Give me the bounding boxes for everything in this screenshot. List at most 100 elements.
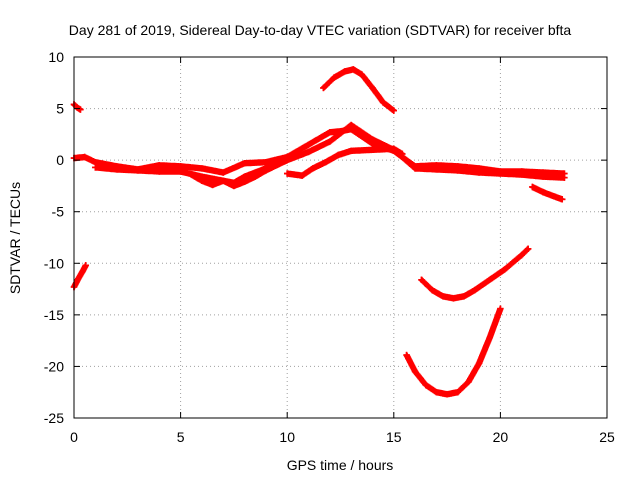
x-tick-label: 0 <box>70 429 78 445</box>
data-point <box>369 136 376 143</box>
data-point <box>198 177 206 184</box>
series-markers <box>320 66 397 114</box>
plot-frame <box>73 56 608 419</box>
series-lower-dip-band <box>188 156 291 190</box>
data-point <box>460 293 468 300</box>
series-early-positive <box>70 101 84 113</box>
data-point <box>92 164 99 171</box>
data-point <box>561 174 568 181</box>
data-point <box>75 275 82 282</box>
data-point <box>347 121 355 129</box>
grid-layer <box>74 57 607 418</box>
data-layer <box>70 66 568 398</box>
data-point <box>309 165 316 172</box>
data-point <box>497 305 504 312</box>
data-point <box>220 169 227 176</box>
series-arc-minus-13 <box>418 245 532 302</box>
data-point <box>399 150 406 158</box>
data-point <box>330 74 338 81</box>
data-point <box>390 145 397 152</box>
data-point <box>497 170 504 177</box>
data-point <box>305 141 312 148</box>
data-point <box>550 193 557 200</box>
data-point <box>262 159 270 166</box>
data-point <box>326 129 334 136</box>
data-point <box>433 389 440 396</box>
series-markers <box>403 305 504 398</box>
x-tick-label: 10 <box>279 429 295 445</box>
data-point <box>439 293 447 300</box>
data-point <box>411 165 419 172</box>
data-point <box>518 251 525 259</box>
data-point <box>241 178 248 186</box>
data-point <box>209 181 216 189</box>
data-point <box>486 334 493 341</box>
data-point <box>341 68 348 75</box>
x-tick-label: 20 <box>493 429 509 445</box>
data-point <box>230 182 238 190</box>
y-tick-label: -5 <box>52 204 65 220</box>
series-late-slope <box>529 183 566 203</box>
data-point <box>433 166 440 173</box>
data-point <box>350 66 357 73</box>
data-point <box>198 165 206 172</box>
data-point <box>156 168 163 175</box>
data-point <box>320 84 327 92</box>
data-point <box>443 391 451 398</box>
data-point <box>284 170 291 177</box>
data-point <box>471 286 479 294</box>
data-point <box>77 106 84 113</box>
chart-title: Day 281 of 2019, Sidereal Day-to-day VTE… <box>69 22 572 38</box>
data-point <box>428 286 436 294</box>
data-point <box>539 188 547 196</box>
data-point <box>422 381 429 389</box>
data-point <box>335 151 342 159</box>
series-peak-arc <box>320 66 397 114</box>
y-tick-label: -20 <box>44 358 64 374</box>
data-point <box>79 268 86 275</box>
x-tick-label: 15 <box>386 429 402 445</box>
data-point <box>81 153 88 161</box>
data-point <box>369 146 376 154</box>
data-point <box>518 171 525 178</box>
data-point <box>220 177 227 184</box>
data-point <box>113 166 120 173</box>
data-point <box>465 378 472 386</box>
data-point <box>305 148 312 156</box>
tick-layer: 0 5 10 15 20 25 10 5 0 -5 -10 -15 -20 -25 <box>44 49 615 445</box>
data-point <box>411 368 419 375</box>
data-point <box>262 167 270 174</box>
data-point <box>390 107 397 114</box>
data-point <box>188 171 195 178</box>
y-tick-label: 0 <box>56 152 64 168</box>
series-main-band-lower <box>92 121 568 187</box>
data-point <box>379 99 387 106</box>
data-point <box>524 245 532 253</box>
data-point <box>273 162 280 169</box>
data-point <box>156 162 163 169</box>
data-point <box>134 167 142 174</box>
data-point <box>347 147 355 155</box>
data-point <box>403 351 410 359</box>
series-mid-band <box>284 145 406 179</box>
data-point <box>82 262 89 269</box>
x-tick-label: 5 <box>177 429 185 445</box>
data-point <box>529 183 536 191</box>
y-tick-label: 5 <box>56 101 64 117</box>
x-axis-label: GPS time / hours <box>287 457 394 473</box>
data-point <box>450 295 457 302</box>
data-point <box>539 173 547 180</box>
data-point <box>454 389 461 396</box>
y-tick-label: 10 <box>48 49 64 65</box>
series-arc-minus-22 <box>403 305 504 398</box>
data-point <box>284 156 291 164</box>
data-point <box>326 138 334 145</box>
data-point <box>559 196 566 203</box>
data-point <box>177 168 184 175</box>
x-tick-label: 25 <box>599 429 615 445</box>
data-point <box>322 159 329 166</box>
data-point <box>486 276 493 283</box>
data-point <box>475 169 483 176</box>
data-point <box>454 167 461 174</box>
